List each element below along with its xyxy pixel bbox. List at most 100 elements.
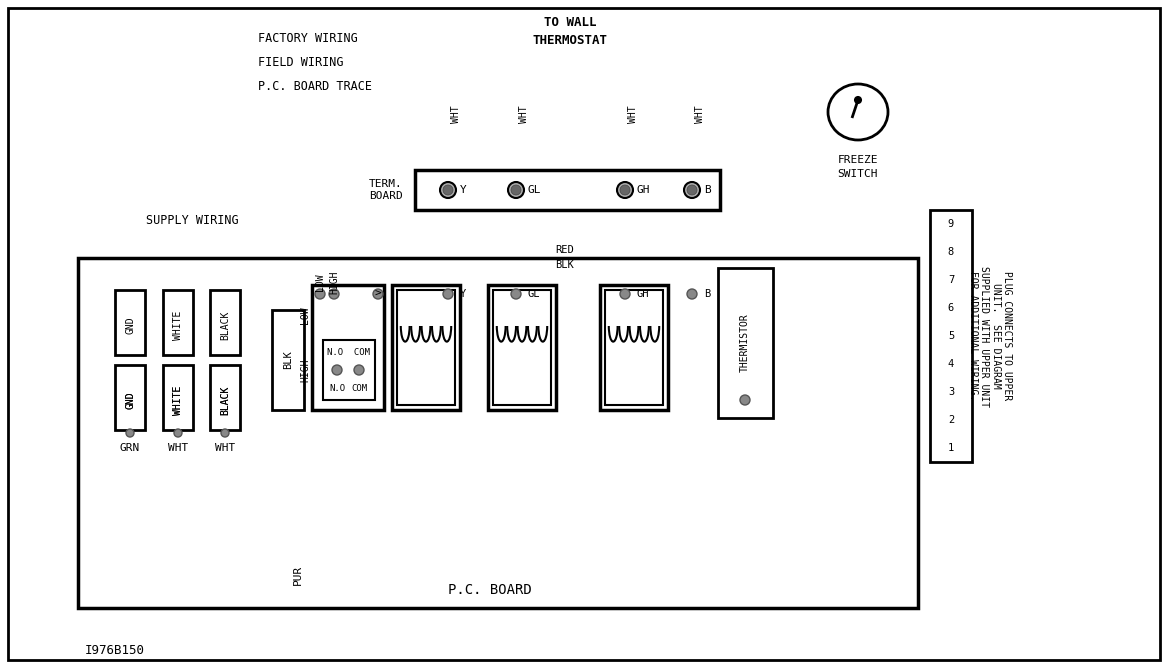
Circle shape — [332, 365, 342, 375]
Text: Y: Y — [460, 289, 466, 299]
Bar — [397, 290, 456, 405]
Circle shape — [741, 395, 750, 405]
Text: >: > — [375, 289, 382, 299]
Circle shape — [174, 429, 182, 437]
Text: P.C. BOARD: P.C. BOARD — [449, 583, 531, 597]
Text: GH: GH — [637, 289, 649, 299]
Text: WHITE: WHITE — [173, 385, 183, 415]
Bar — [312, 285, 384, 410]
Circle shape — [373, 289, 383, 299]
Circle shape — [443, 185, 453, 195]
Text: GND: GND — [125, 391, 135, 409]
Bar — [493, 290, 551, 405]
Text: N.O  COM: N.O COM — [327, 347, 370, 357]
Text: BLACK: BLACK — [220, 311, 230, 340]
Circle shape — [126, 429, 134, 437]
Bar — [114, 290, 145, 355]
Text: BLACK: BLACK — [220, 385, 230, 415]
Circle shape — [687, 185, 697, 195]
Text: I976B150: I976B150 — [85, 643, 145, 657]
Text: BLK: BLK — [283, 351, 293, 369]
Text: 1: 1 — [948, 443, 954, 453]
Text: 7: 7 — [948, 275, 954, 285]
Bar — [210, 290, 239, 355]
Bar — [88, 268, 908, 598]
Circle shape — [508, 182, 524, 198]
Text: BLK: BLK — [556, 260, 575, 270]
Text: FREEZE: FREEZE — [837, 155, 878, 165]
Text: PLUG CONNECTS TO UPPER
UNIT.  SEE DIAGRAM
SUPPLIED WITH UPPER UNIT
FOR ADDITIONA: PLUG CONNECTS TO UPPER UNIT. SEE DIAGRAM… — [967, 265, 1013, 407]
Text: THERMOSTAT: THERMOSTAT — [533, 33, 607, 47]
Text: RED: RED — [556, 245, 575, 255]
Bar — [78, 258, 918, 608]
Circle shape — [687, 289, 697, 299]
Text: HIGH: HIGH — [300, 358, 310, 381]
Text: 3: 3 — [948, 387, 954, 397]
Text: WHITE: WHITE — [173, 311, 183, 340]
Circle shape — [440, 182, 456, 198]
Text: 6: 6 — [948, 303, 954, 313]
Bar — [600, 285, 668, 410]
Text: B: B — [704, 185, 711, 195]
Text: WHT: WHT — [695, 105, 705, 123]
Circle shape — [684, 182, 700, 198]
Circle shape — [510, 185, 521, 195]
Circle shape — [855, 97, 861, 103]
Text: WHITE: WHITE — [173, 385, 183, 415]
Bar — [210, 365, 239, 430]
Circle shape — [510, 289, 521, 299]
Text: GND: GND — [125, 316, 135, 334]
Text: 5: 5 — [948, 331, 954, 341]
Text: 4: 4 — [948, 359, 954, 369]
Bar — [100, 280, 896, 586]
Text: GL: GL — [528, 185, 542, 195]
Text: 9: 9 — [948, 219, 954, 229]
Text: TERM.
BOARD: TERM. BOARD — [369, 179, 403, 201]
Circle shape — [315, 289, 325, 299]
Text: GND: GND — [125, 391, 135, 409]
Bar — [324, 340, 375, 400]
Text: WHT: WHT — [215, 443, 235, 453]
Text: WHT: WHT — [451, 105, 461, 123]
Ellipse shape — [828, 84, 888, 140]
Text: GL: GL — [528, 289, 541, 299]
Text: FIELD WIRING: FIELD WIRING — [258, 55, 343, 69]
Circle shape — [617, 182, 633, 198]
Text: B: B — [704, 289, 710, 299]
Circle shape — [354, 365, 364, 375]
Bar — [488, 285, 556, 410]
Text: BLACK: BLACK — [220, 385, 230, 415]
Bar — [415, 170, 719, 210]
Text: Y: Y — [460, 185, 467, 195]
Text: HIGH: HIGH — [329, 271, 339, 294]
Text: GRN: GRN — [120, 443, 140, 453]
Text: 8: 8 — [948, 247, 954, 257]
Text: THERMISTOR: THERMISTOR — [741, 313, 750, 372]
Text: LOW: LOW — [315, 273, 325, 291]
Text: LOW: LOW — [300, 306, 310, 324]
Circle shape — [620, 185, 630, 195]
Text: SUPPLY WIRING: SUPPLY WIRING — [146, 214, 238, 226]
Bar — [718, 268, 773, 418]
Text: FACTORY WIRING: FACTORY WIRING — [258, 31, 357, 45]
Circle shape — [620, 289, 630, 299]
Bar — [114, 365, 145, 430]
Bar — [112, 292, 884, 574]
Bar — [605, 290, 663, 405]
Text: WHT: WHT — [168, 443, 188, 453]
Text: COM: COM — [350, 383, 367, 393]
Text: P.C. BOARD TRACE: P.C. BOARD TRACE — [258, 79, 371, 92]
Bar — [930, 210, 972, 462]
Circle shape — [221, 429, 229, 437]
Bar — [164, 290, 193, 355]
Bar — [164, 365, 193, 430]
Bar — [392, 285, 460, 410]
Circle shape — [443, 289, 453, 299]
Text: WHT: WHT — [519, 105, 529, 123]
Text: GH: GH — [637, 185, 651, 195]
Text: PUR: PUR — [293, 565, 303, 585]
Circle shape — [329, 289, 339, 299]
Text: 2: 2 — [948, 415, 954, 425]
Text: SWITCH: SWITCH — [837, 169, 878, 179]
Text: N.O: N.O — [329, 383, 345, 393]
